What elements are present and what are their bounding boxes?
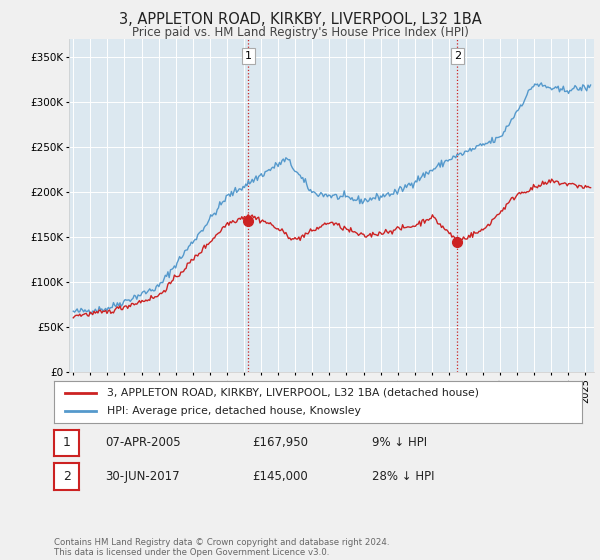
Text: 07-APR-2005: 07-APR-2005 (105, 436, 181, 450)
Text: Contains HM Land Registry data © Crown copyright and database right 2024.
This d: Contains HM Land Registry data © Crown c… (54, 538, 389, 557)
Text: 9% ↓ HPI: 9% ↓ HPI (372, 436, 427, 450)
Text: £145,000: £145,000 (252, 470, 308, 483)
Text: 1: 1 (62, 436, 71, 450)
Text: 2: 2 (62, 470, 71, 483)
Text: HPI: Average price, detached house, Knowsley: HPI: Average price, detached house, Know… (107, 406, 361, 416)
Text: 30-JUN-2017: 30-JUN-2017 (105, 470, 179, 483)
Text: 3, APPLETON ROAD, KIRKBY, LIVERPOOL, L32 1BA: 3, APPLETON ROAD, KIRKBY, LIVERPOOL, L32… (119, 12, 481, 27)
Text: 2: 2 (454, 51, 461, 61)
Text: £167,950: £167,950 (252, 436, 308, 450)
Text: 3, APPLETON ROAD, KIRKBY, LIVERPOOL, L32 1BA (detached house): 3, APPLETON ROAD, KIRKBY, LIVERPOOL, L32… (107, 388, 479, 398)
Text: 1: 1 (245, 51, 252, 61)
Text: 28% ↓ HPI: 28% ↓ HPI (372, 470, 434, 483)
Text: Price paid vs. HM Land Registry's House Price Index (HPI): Price paid vs. HM Land Registry's House … (131, 26, 469, 39)
